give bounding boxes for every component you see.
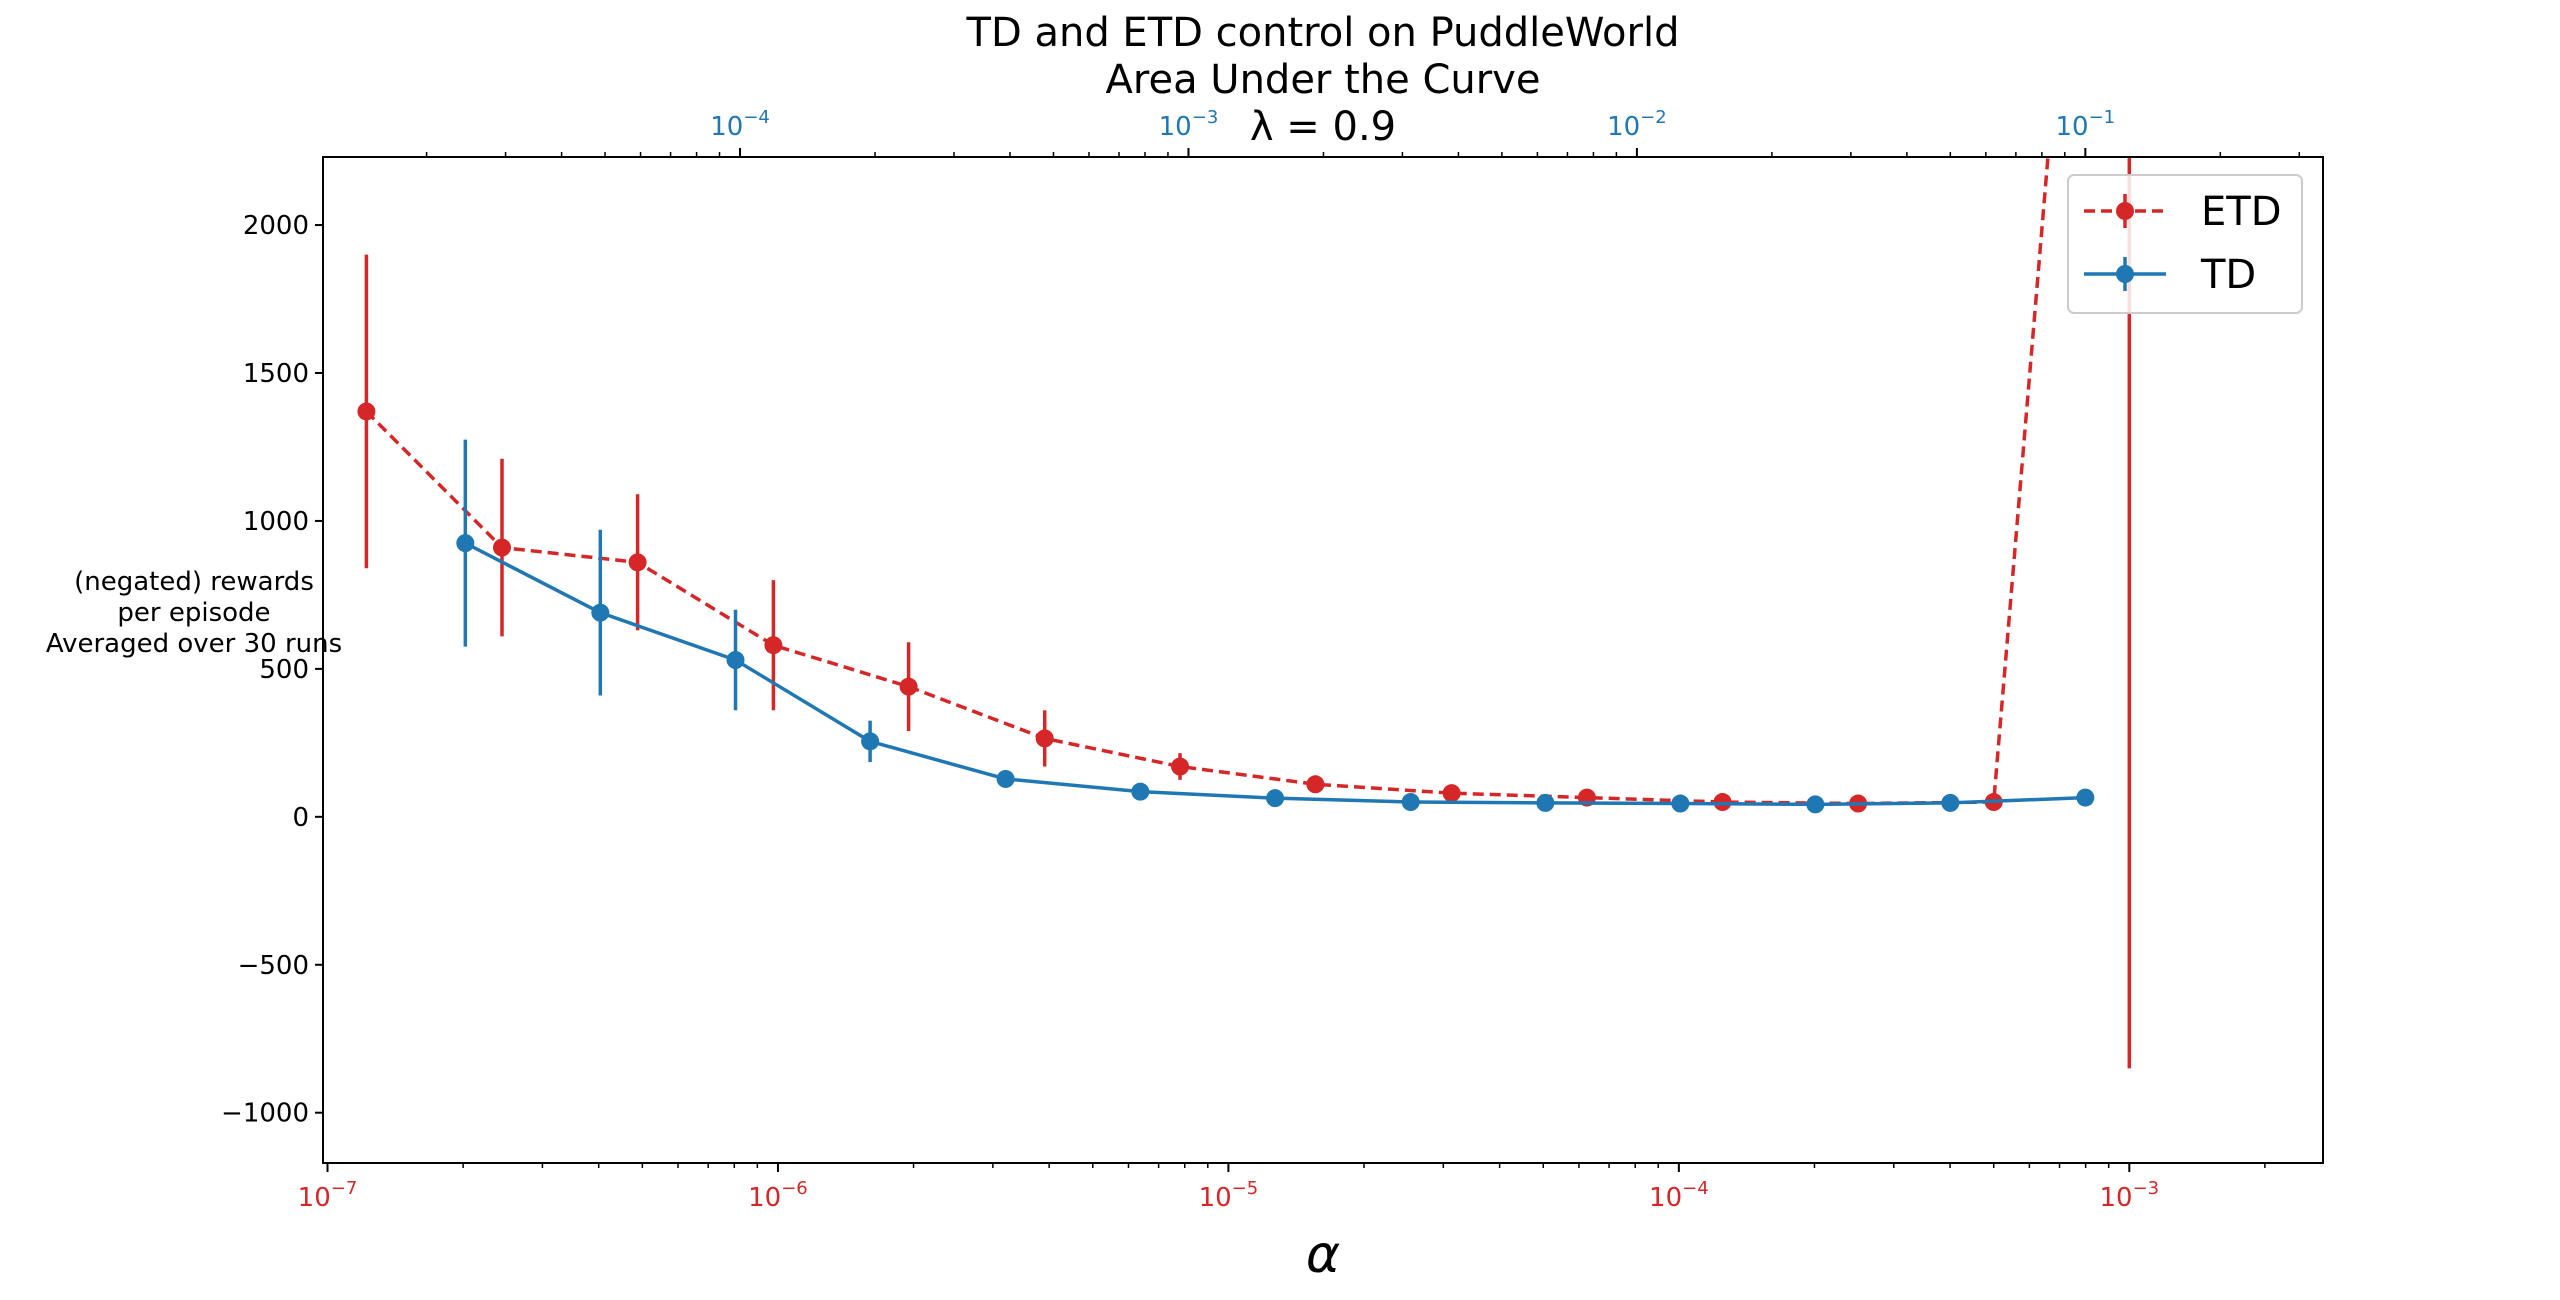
legend-etd-label: ETD [2201, 189, 2282, 235]
chart-title: TD and ETD control on PuddleWorld Area U… [966, 10, 1680, 150]
title-line-3: λ = 0.9 [1250, 104, 1396, 150]
td-point [726, 651, 745, 669]
bottom-x-tick-label: 10−4 [1649, 1178, 1709, 1213]
top-x-tick-label: 10−2 [1607, 107, 1667, 142]
legend-etd-marker [2116, 202, 2134, 220]
td-point [1806, 795, 1825, 814]
top-x-tick-label: 10−3 [1159, 107, 1219, 142]
td-point [1941, 793, 1960, 812]
td-point [591, 603, 610, 622]
td-point [1536, 793, 1555, 812]
bottom-x-tick-label: 10−6 [748, 1178, 808, 1213]
series-td [456, 439, 2095, 814]
title-line-2: Area Under the Curve [1106, 57, 1541, 103]
y-axis-label-line-3: Averaged over 30 runs [46, 629, 342, 659]
series-layer [357, 157, 2132, 1069]
y-axis-ticks: −1000 −500 0 500 1000 1500 2000 [221, 211, 323, 1129]
etd-line [365, 157, 2050, 806]
etd-point [628, 553, 647, 572]
td-point [2076, 788, 2095, 807]
x-axis-label: α [1306, 1225, 1340, 1285]
bottom-x-tick-label: 10−3 [2099, 1178, 2159, 1213]
y-tick-label: 1500 [243, 359, 309, 389]
etd-point [1035, 729, 1054, 748]
td-point [1671, 794, 1690, 813]
title-line-1: TD and ETD control on PuddleWorld [966, 10, 1680, 56]
y-tick-label: −500 [238, 951, 309, 981]
top-x-tick-label: 10−1 [2056, 107, 2116, 142]
y-tick-label: −1000 [221, 1099, 309, 1129]
td-point [861, 732, 880, 751]
y-tick-label: 500 [259, 655, 309, 685]
td-point [1401, 793, 1420, 812]
td-point [1131, 782, 1150, 801]
legend-td-marker [2116, 265, 2134, 283]
legend-td-label: TD [2200, 252, 2256, 298]
td-point [456, 534, 475, 553]
series-etd [357, 157, 2132, 1069]
bottom-x-tick-label: 10−7 [298, 1178, 358, 1213]
etd-point [493, 538, 512, 557]
y-axis-label: (negated) rewards per episode Averaged o… [46, 567, 342, 659]
td-point [1266, 789, 1285, 808]
y-axis-label-line-2: per episode [117, 598, 270, 628]
etd-point [899, 677, 918, 696]
legend: ETD TD [2067, 174, 2303, 314]
etd-point [1306, 775, 1325, 794]
y-tick-label: 1000 [243, 507, 309, 537]
bottom-x-tick-label: 10−5 [1199, 1178, 1259, 1213]
etd-point [1442, 784, 1461, 803]
y-tick-label: 0 [292, 803, 309, 833]
plot-frame [322, 156, 2324, 1164]
etd-point [764, 636, 783, 655]
top-x-tick-label: 10−4 [710, 107, 770, 142]
td-line [464, 541, 2086, 807]
etd-point [1713, 793, 1732, 812]
bottom-x-axis-ticks: 10−7 10−6 10−5 10−4 10−3 [298, 1163, 2266, 1213]
y-axis-label-line-1: (negated) rewards [74, 567, 314, 597]
y-tick-label: 2000 [243, 211, 309, 241]
etd-point [357, 402, 376, 421]
td-point [996, 769, 1015, 788]
top-x-axis-ticks: 10−4 10−3 10−2 10−1 [425, 107, 2301, 157]
etd-point [1171, 757, 1190, 776]
